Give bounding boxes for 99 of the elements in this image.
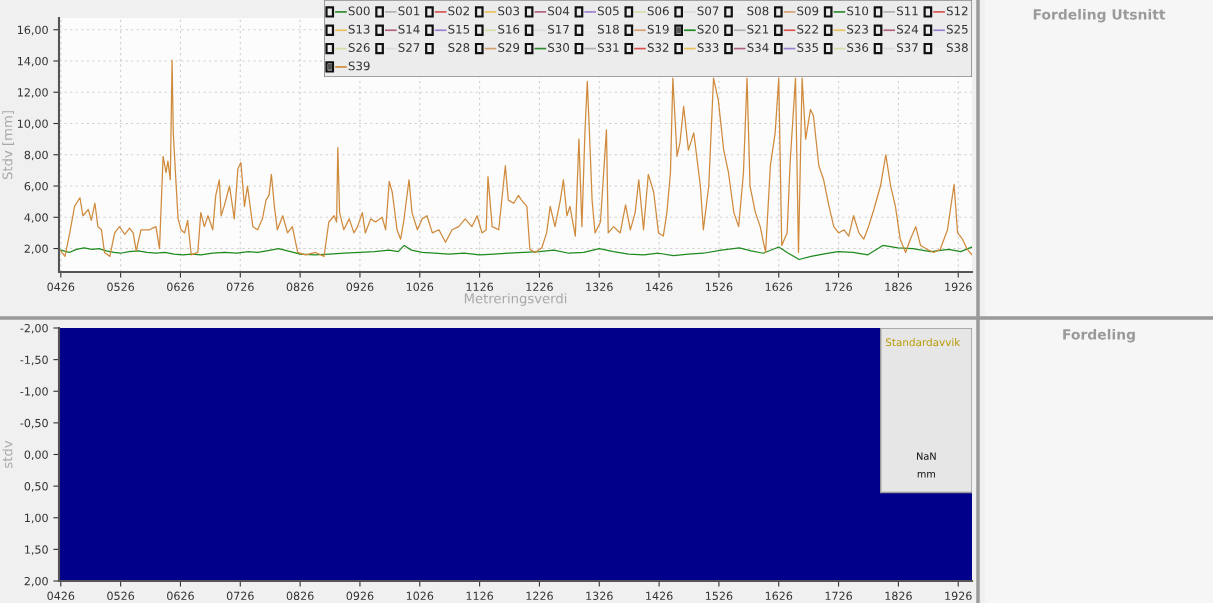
x-tick-label: 1226: [526, 282, 553, 292]
y-tick-label: 10,00: [17, 119, 48, 130]
legend-label: S34: [747, 43, 769, 53]
legend-label: S35: [797, 43, 819, 53]
x-tick-label: 0426: [47, 591, 75, 601]
legend-label: S16: [498, 24, 520, 34]
x-axis-title: Metreringsverdi: [464, 293, 567, 306]
legend-label: S09: [797, 6, 819, 16]
legend-label: S04: [548, 6, 570, 16]
annotation: mm: [917, 471, 935, 478]
y-tick-label: -0,50: [20, 418, 48, 429]
x-tick-label: 1826: [885, 282, 912, 292]
x-tick-label: 0526: [107, 591, 135, 601]
legend-label: S39: [348, 61, 370, 71]
x-tick-label: 1226: [526, 591, 553, 601]
y-tick-label: 0,00: [24, 450, 48, 461]
legend-label: S05: [597, 6, 619, 16]
line-series: [60, 244, 972, 261]
legend-label: S33: [697, 43, 719, 53]
legend-label: S23: [847, 24, 868, 34]
x-tick-label: 0726: [226, 282, 254, 292]
legend-label: S32: [647, 43, 669, 53]
x-tick-label: 1126: [466, 282, 494, 292]
y-tick-label: -1,50: [20, 355, 48, 366]
y-tick-label: 6,00: [24, 182, 48, 192]
x-tick-label: 0626: [167, 282, 194, 292]
legend-label: S15: [448, 24, 470, 34]
y-tick-label: 4,00: [24, 213, 48, 223]
legend-label: S31: [597, 43, 619, 53]
text: Fordeling Utsnitt: [1033, 8, 1166, 23]
y-tick-label: 1,50: [25, 545, 48, 555]
y-axis-title: Stdv [mm]: [2, 111, 14, 180]
line-series: [60, 59, 972, 257]
x-tick-label: 0826: [286, 282, 314, 292]
x-tick-label: 1326: [586, 591, 613, 601]
legend-label: S10: [847, 6, 869, 16]
x-tick-label: 0426: [47, 282, 75, 292]
legend-label: S03: [498, 6, 520, 16]
x-tick-label: 1426: [646, 591, 673, 601]
legend-label: S37: [897, 43, 918, 53]
annotation: Standardavvik: [885, 338, 961, 347]
legend-label: S11: [897, 6, 918, 16]
legend-label: S26: [348, 43, 370, 53]
x-tick-label: 0826: [286, 591, 314, 601]
y-tick-label: 14,00: [17, 56, 48, 67]
legend-label: S13: [348, 24, 370, 34]
legend-label: S29: [498, 43, 520, 53]
y-tick-label: 12,00: [17, 88, 48, 98]
y-tick-label: 2,00: [24, 576, 48, 587]
x-tick-label: 1426: [646, 282, 673, 292]
legend-label: S36: [847, 43, 869, 53]
legend-label: S25: [946, 24, 968, 34]
legend-label: S24: [897, 24, 919, 34]
text: Fordeling: [1063, 328, 1135, 343]
x-tick-label: 1026: [406, 591, 434, 601]
legend-label: S38: [946, 43, 968, 53]
legend-label: S14: [398, 24, 420, 34]
x-tick-label: 1726: [825, 591, 853, 601]
legend-label: S21: [747, 24, 769, 34]
x-tick-label: 1526: [706, 591, 733, 601]
x-tick-label: 0926: [346, 282, 374, 292]
legend-label: S17: [548, 24, 569, 34]
x-tick-label: 1926: [945, 591, 972, 601]
annotation: NaN: [917, 452, 936, 460]
legend-label: S27: [398, 43, 420, 53]
x-tick-label: 1826: [885, 591, 912, 601]
x-tick-label: 1626: [765, 591, 793, 601]
legend-label: S18: [597, 24, 619, 34]
x-tick-label: 1326: [586, 282, 613, 292]
x-tick-label: 0926: [346, 591, 374, 601]
y-tick-label: -1,00: [20, 387, 48, 397]
x-tick-label: 1026: [406, 282, 434, 292]
legend-label: S19: [647, 24, 669, 34]
y-tick-label: 8,00: [24, 150, 48, 161]
x-tick-label: 0726: [226, 591, 254, 601]
legend-label: S28: [448, 43, 470, 53]
y-tick-label: 0,50: [24, 482, 48, 492]
legend-label: S20: [697, 24, 719, 34]
y-tick-label: 2,00: [24, 244, 48, 255]
legend-label: S07: [697, 6, 719, 16]
x-tick-label: 0526: [107, 282, 135, 292]
x-tick-label: 1626: [765, 282, 793, 292]
y-axis-title: stdv: [2, 440, 13, 468]
x-tick-label: 1726: [825, 282, 853, 292]
legend-label: S01: [398, 6, 420, 16]
legend-label: S02: [448, 6, 469, 16]
y-tick-label: 16,00: [17, 25, 48, 36]
legend-label: S06: [647, 6, 669, 16]
legend-label: S00: [348, 6, 370, 16]
x-tick-label: 1526: [706, 282, 733, 292]
legend-label: S22: [797, 24, 818, 34]
x-tick-label: 0626: [167, 591, 194, 601]
legend-label: S30: [548, 43, 570, 53]
y-tick-label: 1,00: [25, 513, 48, 524]
x-tick-label: 1926: [945, 282, 972, 292]
legend-label: S08: [747, 6, 769, 16]
y-tick-label: -2,00: [20, 323, 48, 334]
x-tick-label: 1126: [466, 591, 494, 601]
legend-label: S12: [946, 6, 968, 16]
